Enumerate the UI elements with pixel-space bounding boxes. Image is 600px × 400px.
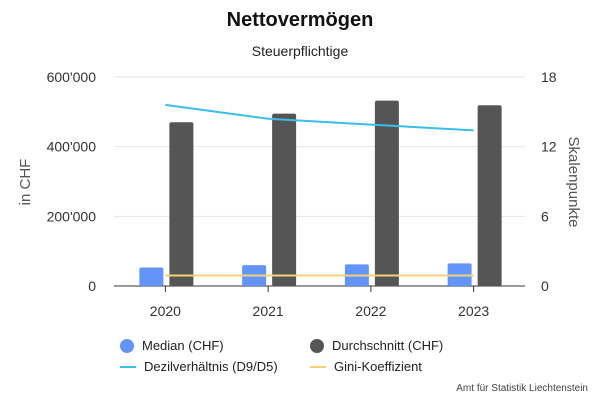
legend: Median (CHF) Durchschnitt (CHF) Dezilver… — [120, 338, 480, 374]
x-tick-label: 2021 — [253, 303, 284, 319]
x-tick-label: 2020 — [150, 303, 181, 319]
y2-tick-label: 6 — [541, 208, 549, 224]
legend-label-decile: Dezilverhältnis (D9/D5) — [144, 359, 278, 374]
y2-axis-label: Skalenpunkte — [565, 137, 582, 228]
legend-label-median: Median (CHF) — [142, 338, 224, 353]
legend-label-gini: Gini-Koeffizient — [334, 359, 422, 374]
x-tick-label: 2023 — [458, 303, 489, 319]
legend-item-average[interactable]: Durchschnitt (CHF) — [310, 338, 480, 353]
median-marker-icon — [120, 338, 134, 353]
chart-title: Nettovermögen — [227, 9, 374, 31]
bar-durchschnitt-chf--2023 — [477, 105, 502, 286]
legend-item-median[interactable]: Median (CHF) — [120, 338, 310, 353]
y-tick-label: 600'000 — [47, 69, 97, 85]
decile-line-icon — [120, 365, 136, 368]
average-marker-icon — [310, 338, 324, 353]
y-axis-label: in CHF — [17, 159, 34, 206]
y-tick-label: 0 — [88, 278, 96, 294]
legend-item-gini[interactable]: Gini-Koeffizient — [310, 359, 480, 374]
x-tick-label: 2022 — [355, 303, 386, 319]
lines — [165, 103, 474, 277]
y2-tick-label: 0 — [541, 278, 549, 294]
bars — [139, 100, 502, 287]
legend-item-decile[interactable]: Dezilverhältnis (D9/D5) — [120, 359, 310, 374]
bar-durchschnitt-chf--2020 — [169, 122, 194, 287]
legend-label-average: Durchschnitt (CHF) — [332, 338, 444, 353]
y2-tick-label: 18 — [541, 69, 557, 85]
y-tick-label: 200'000 — [47, 208, 97, 224]
bar-durchschnitt-chf--2022 — [374, 100, 399, 286]
bar-durchschnitt-chf--2021 — [272, 113, 297, 286]
y-tick-label: 400'000 — [47, 139, 97, 155]
gini-line-icon — [310, 365, 326, 368]
line-dezilverh-ltnis-d9-d5- — [165, 103, 474, 132]
chart-subtitle: Steuerpflichtige — [252, 43, 349, 59]
y2-tick-label: 12 — [541, 139, 557, 155]
ticks: 0 0 200'000 6 400'000 12 600'000 18 2020 2021 2022… — [47, 69, 557, 319]
bar-median-chf--2020 — [139, 267, 164, 286]
credit-text: Amt für Statistik Liechtenstein — [456, 383, 588, 394]
